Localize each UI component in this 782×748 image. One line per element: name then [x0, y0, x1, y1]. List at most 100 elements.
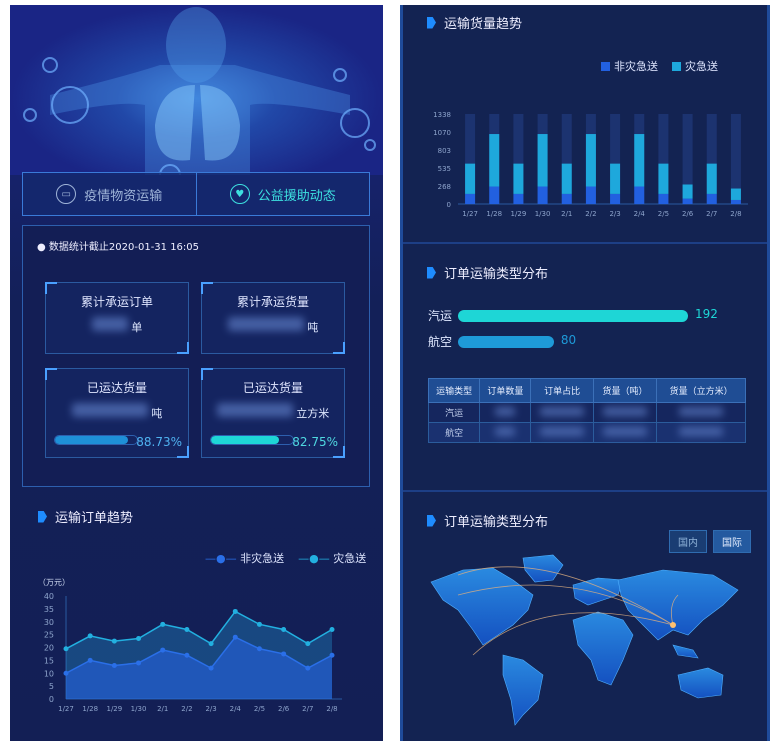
x-tick-label: 2/1: [561, 210, 572, 218]
blurred-value: [540, 406, 585, 416]
divider: [403, 490, 767, 492]
bar-background: [730, 114, 741, 204]
blurred-value: [495, 406, 516, 416]
tab-epidemic-transport[interactable]: ▭ 疫情物资运输: [23, 173, 196, 215]
type-bar-label: 汽运: [428, 309, 453, 323]
legend-non-urgent[interactable]: 非灾急送: [601, 58, 658, 74]
data-point: [256, 621, 262, 627]
x-tick-label: 1/28: [486, 210, 502, 218]
y-tick-label: 1338: [433, 111, 451, 119]
series-line: [65, 636, 333, 674]
type-bar-value: 192: [695, 307, 718, 321]
x-tick-label: 2/6: [682, 210, 694, 218]
bar-segment: [585, 134, 596, 187]
volume-trend-chart: 0 268 535 803 1070 1338 1/27 1/28 1/29 1/30 2/1 2/2…: [433, 111, 748, 218]
data-point: [305, 641, 311, 647]
y-axis-label: （万元）: [38, 578, 70, 587]
x-tick-label: 2/1: [157, 705, 168, 713]
data-point: [281, 626, 287, 632]
series-area: [66, 637, 332, 699]
x-tick-label: 2/2: [585, 210, 596, 218]
tab-charity-aid[interactable]: ♥ 公益援助动态: [195, 173, 370, 215]
x-tick-label: 2/5: [658, 210, 669, 218]
data-point: [63, 646, 69, 652]
bar-background: [561, 114, 572, 204]
x-tick-label: 2/8: [730, 210, 741, 218]
continents: [430, 554, 739, 726]
domestic-button[interactable]: 国内: [669, 530, 707, 553]
data-point: [329, 626, 335, 632]
line-legend: —●— 非灾急送 —●— 灾急送: [205, 550, 366, 566]
bar-segment: [730, 188, 741, 200]
bar-background: [513, 114, 524, 204]
bar-segment: [610, 193, 621, 204]
progress-bar: [54, 435, 138, 445]
section-title-volume-trend: 运输货量趋势: [427, 13, 522, 32]
series-line: [65, 610, 333, 650]
x-tick-label: 2/3: [609, 210, 620, 218]
legend-non-urgent[interactable]: —●— 非灾急送: [205, 552, 285, 565]
international-button[interactable]: 国际: [713, 530, 751, 553]
x-tick-label: 1/29: [511, 210, 527, 218]
bar-segment: [561, 193, 572, 204]
stat-card-delivered-volume: 已运达货量 立方米 82.75%: [201, 368, 345, 458]
data-point: [63, 670, 69, 676]
progress-percent: 82.75%: [292, 435, 338, 449]
data-point: [208, 665, 214, 671]
y-tick-label: 10: [44, 669, 54, 678]
hub-marker: [670, 622, 676, 628]
flag-icon: [427, 16, 436, 29]
data-point: [232, 634, 238, 640]
bar-segment: [489, 186, 500, 204]
bar-segment: [489, 134, 500, 187]
bar-segment: [658, 193, 669, 204]
x-tick-label: 2/2: [181, 705, 192, 713]
x-tick-label: 1/28: [82, 705, 98, 713]
blurred-value: [495, 426, 516, 436]
heart-icon: ♥: [229, 184, 250, 204]
y-tick-label: 40: [44, 592, 54, 601]
progress-bar: [210, 435, 294, 445]
progress-percent: 88.73%: [136, 435, 182, 449]
blurred-value: [227, 317, 304, 331]
order-trend-chart: （万元） 0 5 10 15 20 25 30 35 40 1/27 1/28 1/29 1/30 2/1 2…: [38, 578, 342, 713]
cell-type: 汽运: [427, 402, 481, 423]
bar-background: [682, 114, 693, 204]
column-header: 运输类型: [427, 378, 481, 403]
y-tick-label: 268: [438, 183, 451, 191]
bar-segment: [610, 163, 621, 194]
x-tick-label: 2/7: [302, 705, 313, 713]
truck-icon: ▭: [56, 184, 77, 204]
column-header: 货量（立方米）: [656, 378, 746, 403]
cell-type: 航空: [427, 422, 481, 443]
data-point: [136, 635, 142, 641]
legend-urgent[interactable]: —●— 灾急送: [298, 552, 367, 565]
bar-segment: [682, 184, 693, 199]
y-tick-label: 803: [438, 147, 451, 155]
x-tick-label: 1/27: [462, 210, 478, 218]
legend-urgent[interactable]: 灾急送: [672, 58, 718, 74]
column-header: 货量（吨）: [592, 378, 658, 403]
y-tick-label: 35: [44, 605, 54, 614]
bar-background: [706, 114, 717, 204]
x-tick-label: 2/6: [278, 705, 290, 713]
blurred-value: [603, 406, 648, 416]
world-map[interactable]: [423, 550, 763, 730]
bar-segment: [706, 193, 717, 204]
stat-card-delivered-ton: 已运达货量 吨 88.73%: [45, 368, 189, 458]
data-point: [232, 608, 238, 614]
bar-segment: [513, 193, 524, 204]
lungs-illustration: [23, 7, 376, 186]
data-point: [160, 647, 166, 653]
type-bar-label: 航空: [428, 335, 453, 349]
divider: [403, 242, 767, 244]
bar-segment: [465, 193, 476, 204]
left-panel: ▭ 疫情物资运输 ♥ 公益援助动态 ● 数据统计截止2020-01-31 16:05…: [10, 5, 383, 741]
y-tick-label: 30: [44, 618, 54, 627]
flag-icon: [427, 266, 436, 279]
data-point: [160, 621, 166, 627]
bar-segment: [465, 163, 476, 194]
data-point: [329, 652, 335, 658]
flag-icon: [38, 510, 47, 523]
x-tick-label: 2/4: [230, 705, 242, 713]
